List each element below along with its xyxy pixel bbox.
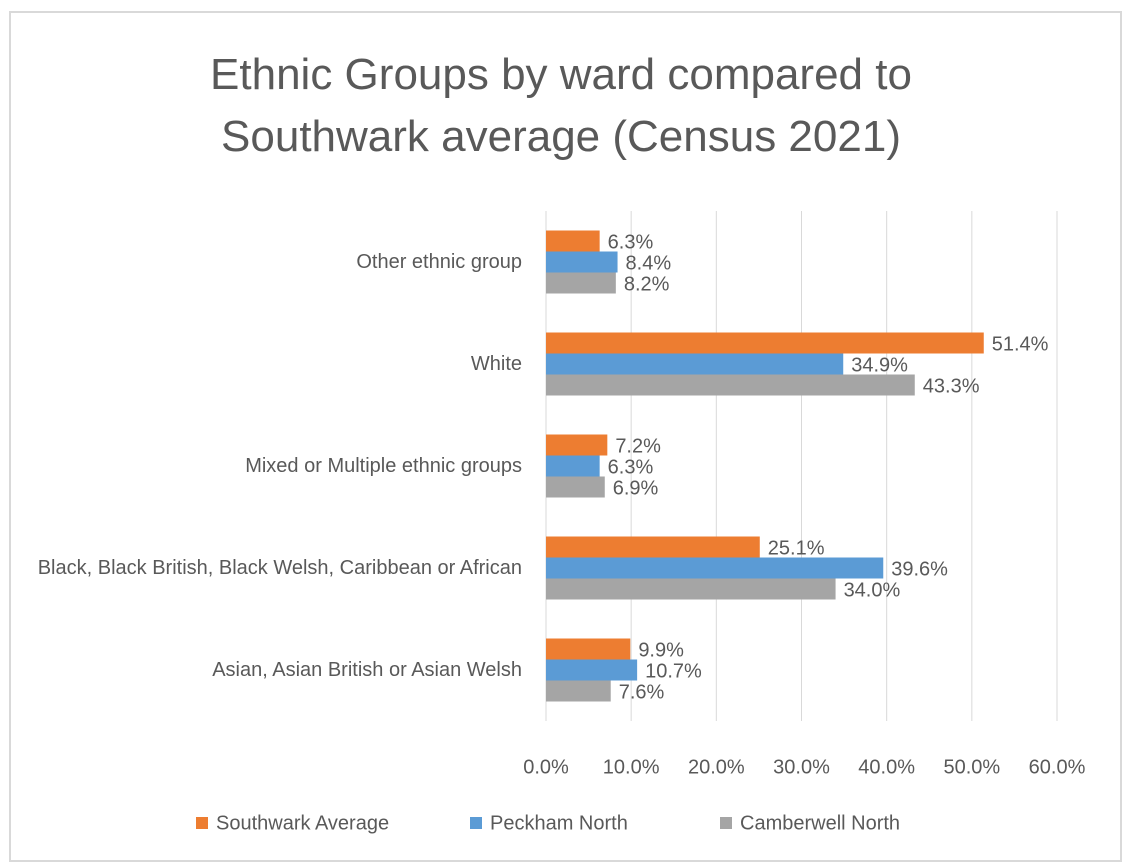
category-label-box: White bbox=[0, 313, 522, 415]
x-tick-label: 0.0% bbox=[523, 756, 569, 778]
category-label-box: Black, Black British, Black Welsh, Carib… bbox=[0, 517, 522, 619]
x-tick-label: 50.0% bbox=[943, 756, 1000, 778]
bar bbox=[546, 353, 844, 375]
category-label-box: Other ethnic group bbox=[0, 211, 522, 313]
value-label: 7.2% bbox=[615, 435, 661, 457]
y-tick-label: Other ethnic group bbox=[356, 251, 522, 273]
x-tick-label: 40.0% bbox=[858, 756, 915, 778]
legend-label: Southwark Average bbox=[216, 812, 389, 834]
value-label: 6.3% bbox=[608, 456, 654, 478]
x-tick-label: 60.0% bbox=[1029, 756, 1086, 778]
category-label-box: Mixed or Multiple ethnic groups bbox=[0, 415, 522, 517]
legend-swatch bbox=[196, 817, 208, 829]
legend-swatch bbox=[720, 817, 732, 829]
value-label: 51.4% bbox=[992, 333, 1049, 355]
bar bbox=[546, 536, 760, 558]
x-tick-label: 20.0% bbox=[688, 756, 745, 778]
bar bbox=[546, 374, 915, 396]
value-label: 6.9% bbox=[613, 477, 659, 499]
bar bbox=[546, 680, 611, 702]
y-tick-label: Black, Black British, Black Welsh, Carib… bbox=[37, 557, 522, 579]
legend-label: Peckham North bbox=[490, 812, 628, 834]
bar bbox=[546, 476, 605, 498]
chart-title: Ethnic Groups by ward compared to Southw… bbox=[210, 50, 912, 161]
bar bbox=[546, 638, 631, 660]
x-tick-label: 10.0% bbox=[603, 756, 660, 778]
bar bbox=[546, 659, 638, 681]
value-label: 34.0% bbox=[844, 579, 901, 601]
category-label-box: Asian, Asian British or Asian Welsh bbox=[0, 619, 522, 721]
bar bbox=[546, 455, 600, 477]
bar bbox=[546, 251, 618, 273]
value-label: 8.2% bbox=[624, 273, 670, 295]
bar bbox=[546, 230, 600, 252]
value-label: 25.1% bbox=[768, 537, 825, 559]
y-tick-label: Mixed or Multiple ethnic groups bbox=[245, 455, 522, 477]
value-label: 8.4% bbox=[626, 252, 672, 274]
legend-label: Camberwell North bbox=[740, 812, 900, 834]
value-label: 39.6% bbox=[891, 558, 948, 580]
y-tick-label: White bbox=[470, 353, 522, 375]
bar bbox=[546, 332, 984, 354]
bar bbox=[546, 272, 616, 294]
y-tick-label: Asian, Asian British or Asian Welsh bbox=[212, 659, 522, 681]
bar bbox=[546, 578, 836, 600]
bar bbox=[546, 434, 608, 456]
value-label: 34.9% bbox=[851, 354, 908, 376]
chart-border bbox=[9, 11, 1122, 862]
value-label: 43.3% bbox=[923, 375, 980, 397]
legend-swatch bbox=[470, 817, 482, 829]
bar bbox=[546, 557, 884, 579]
value-label: 6.3% bbox=[608, 231, 654, 253]
x-tick-label: 30.0% bbox=[773, 756, 830, 778]
value-label: 9.9% bbox=[638, 639, 684, 661]
value-label: 10.7% bbox=[645, 660, 702, 682]
value-label: 7.6% bbox=[619, 681, 665, 703]
